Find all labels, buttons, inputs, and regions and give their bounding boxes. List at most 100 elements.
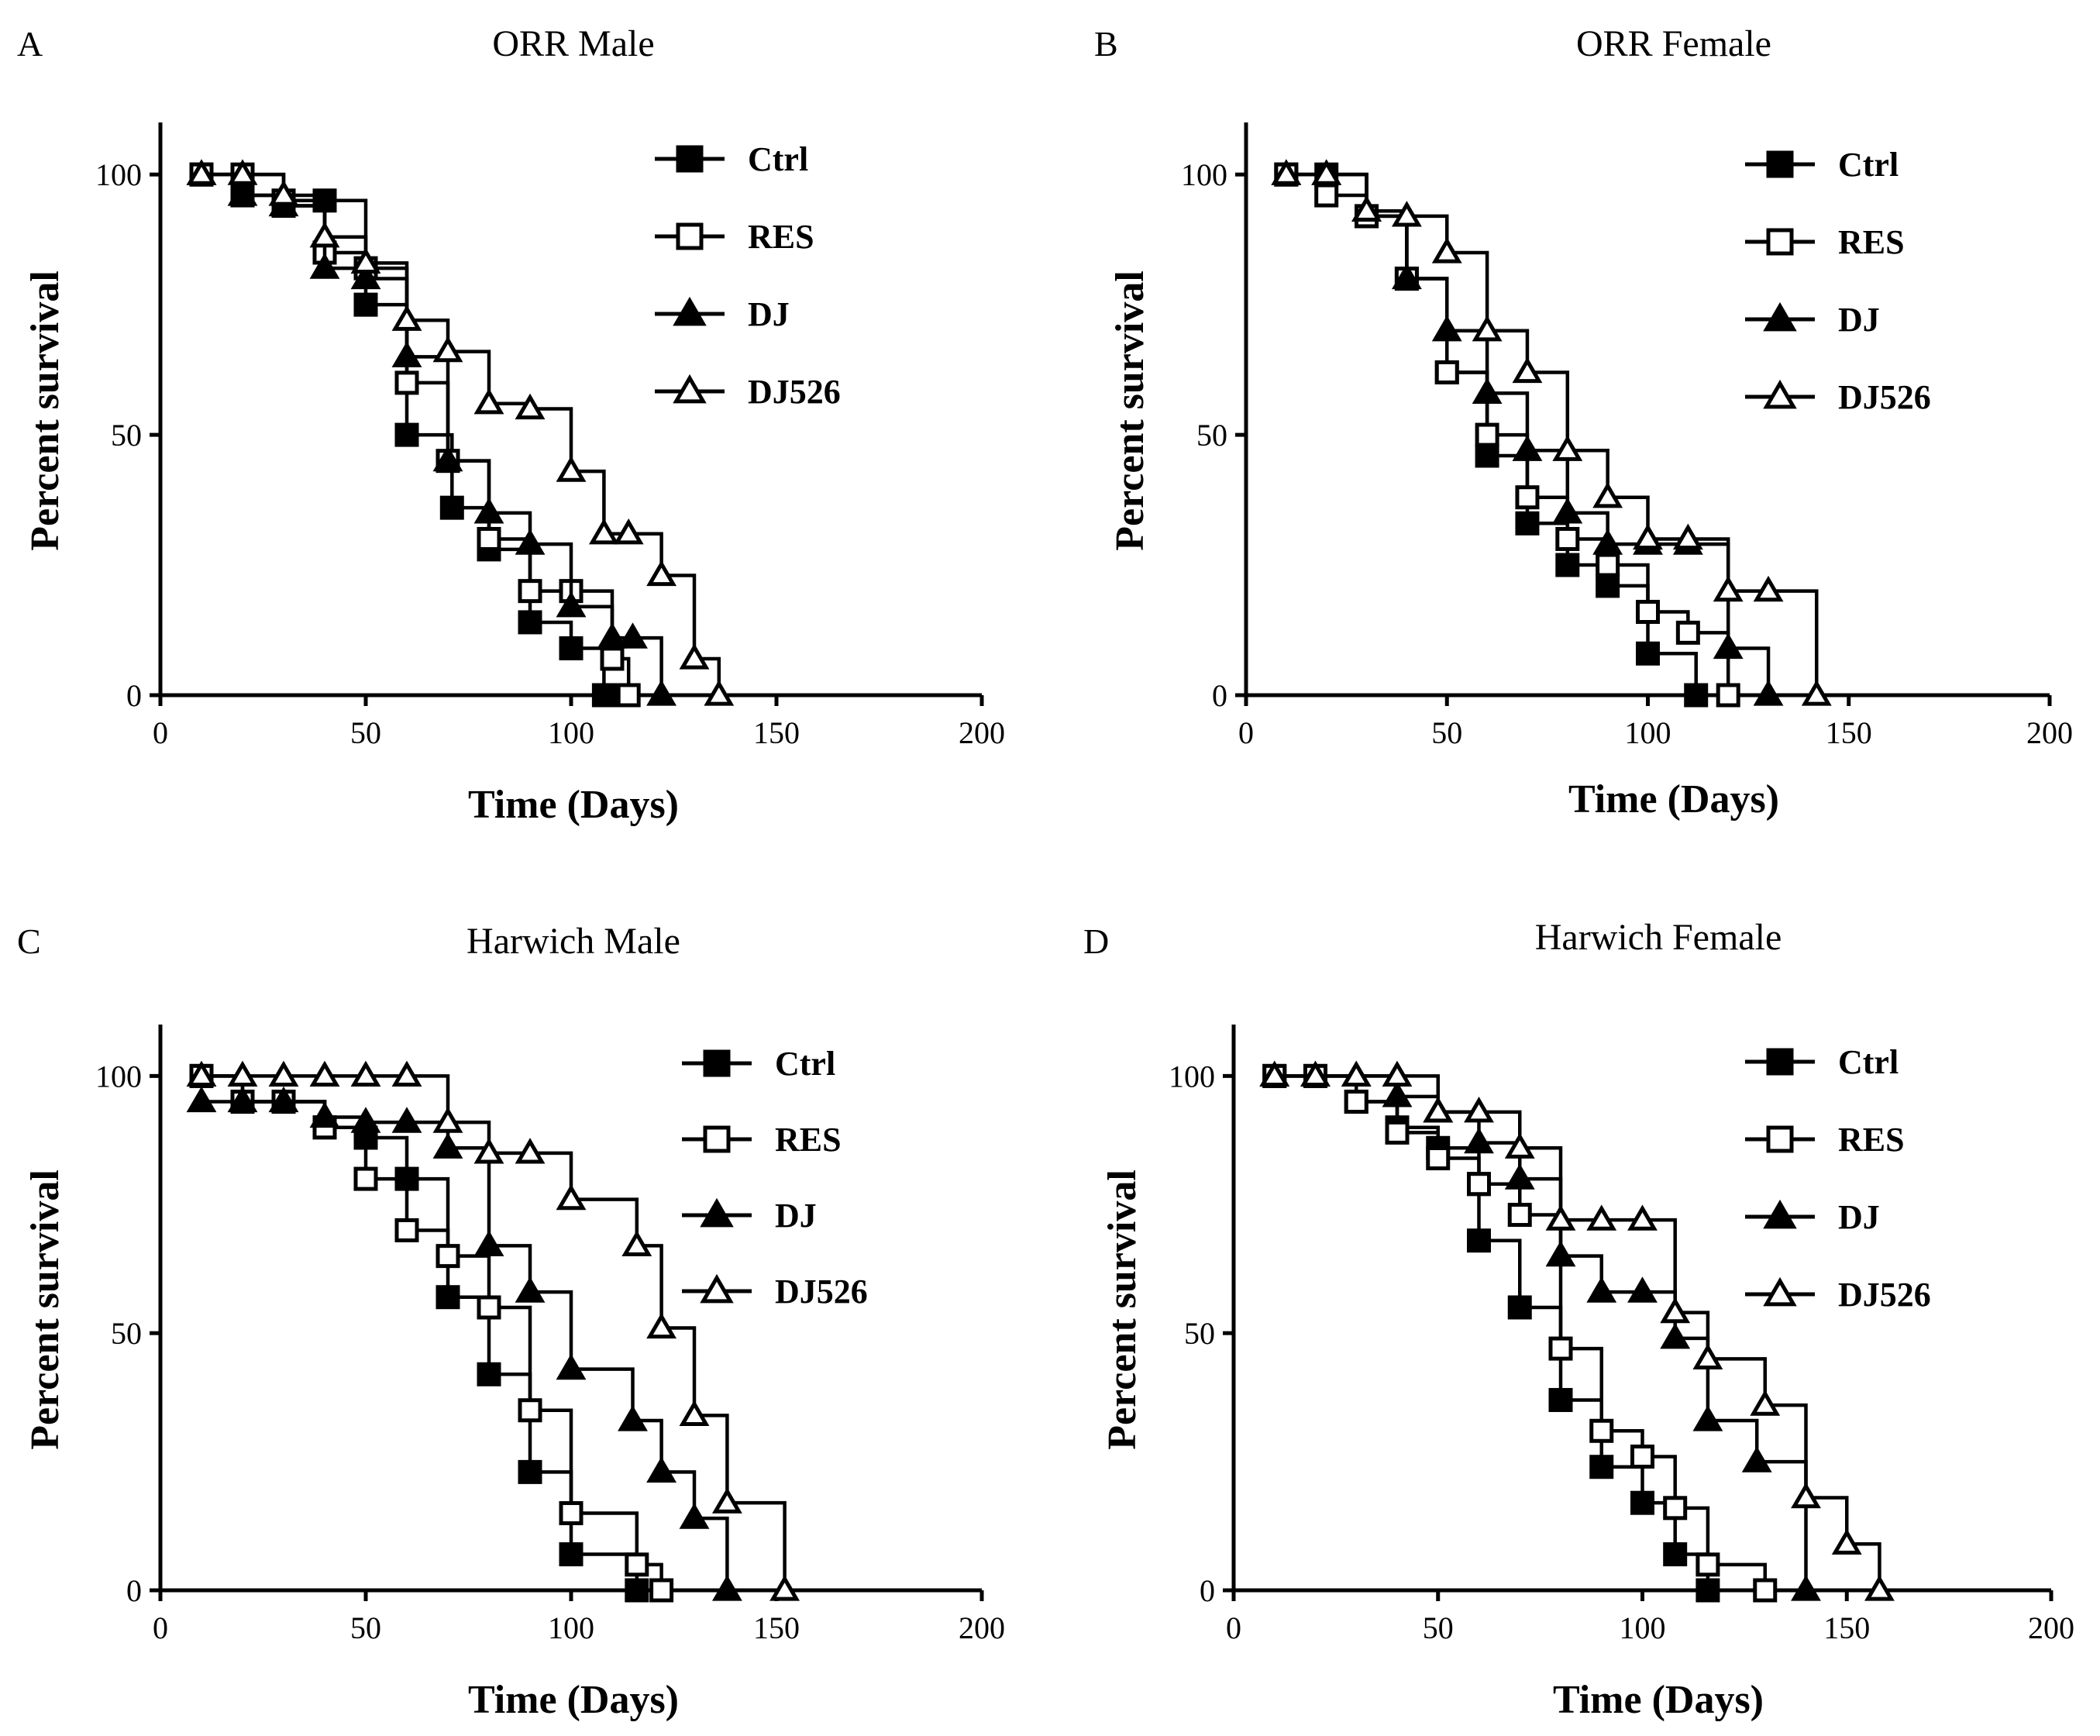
- legend-marker-ctrl: [703, 1049, 731, 1077]
- data-point-dj526: [1831, 1528, 1862, 1555]
- data-point-dj526: [1271, 159, 1302, 185]
- legend-marker-dj: [1763, 1199, 1797, 1229]
- data-point-res: [518, 1398, 542, 1423]
- data-point-dj: [597, 622, 628, 649]
- data-point-res: [518, 579, 542, 604]
- legend-marker-dj526: [673, 374, 707, 404]
- x-tick-label: 100: [1620, 1610, 1666, 1645]
- data-point-dj526: [1382, 1060, 1413, 1087]
- legend-marker-dj: [700, 1197, 734, 1228]
- data-point-res: [1675, 620, 1700, 645]
- panel-letter: B: [1094, 24, 1118, 64]
- legend-marker-ctrl: [1766, 150, 1794, 178]
- data-point-dj: [391, 1107, 422, 1133]
- x-axis-label: Time (Days): [468, 783, 679, 827]
- data-point-dj526: [1750, 1390, 1781, 1416]
- legend-label-dj: DJ: [1838, 1198, 1880, 1236]
- legend-label-ctrl: Ctrl: [1838, 1043, 1899, 1081]
- y-axis-label: Percent survival: [23, 270, 67, 551]
- x-tick-label: 100: [548, 715, 594, 750]
- legend-label-res: RES: [775, 1121, 842, 1159]
- y-tick-label: 100: [1181, 157, 1227, 192]
- data-point-res: [1716, 683, 1740, 708]
- data-point-dj526: [391, 1060, 422, 1087]
- x-tick-label: 0: [1238, 715, 1254, 750]
- data-point-dj526: [186, 159, 217, 185]
- data-point-ctrl: [1467, 1228, 1491, 1253]
- data-point-ctrl: [394, 422, 419, 447]
- y-tick-label: 100: [95, 1059, 142, 1094]
- panel-title: ORR Male: [492, 23, 654, 64]
- data-point-dj526: [1431, 237, 1462, 264]
- data-point-dj: [1627, 1276, 1658, 1303]
- legend-label-dj: DJ: [775, 1197, 817, 1235]
- data-point-res: [394, 370, 419, 395]
- data-point-res: [1589, 1418, 1614, 1443]
- data-point-ctrl: [1663, 1542, 1688, 1567]
- data-point-res: [1663, 1496, 1688, 1521]
- legend-label-res: RES: [1838, 1121, 1905, 1159]
- data-point-dj526: [1552, 435, 1583, 461]
- data-point-res: [394, 1218, 419, 1242]
- data-point-ctrl: [559, 1542, 584, 1567]
- data-point-ctrl: [439, 495, 464, 520]
- data-point-dj526: [1472, 315, 1503, 342]
- panel-letter: D: [1083, 921, 1109, 961]
- data-point-ctrl: [1630, 1490, 1654, 1515]
- data-point-res: [1515, 485, 1540, 510]
- legend-label-dj: DJ: [1838, 301, 1880, 339]
- data-point-dj: [432, 445, 463, 472]
- y-tick-label: 0: [126, 1573, 142, 1608]
- data-point-dj: [1382, 1081, 1413, 1107]
- data-point-res: [477, 1295, 501, 1320]
- data-point-dj526: [1545, 1204, 1576, 1231]
- data-point-res: [435, 1244, 460, 1269]
- legend-label-res: RES: [748, 218, 814, 256]
- legend-marker-dj526: [1763, 1276, 1797, 1307]
- legend-label-dj526: DJ526: [1838, 378, 1931, 416]
- data-point-res: [1475, 422, 1499, 447]
- x-tick-label: 200: [2026, 715, 2073, 750]
- plot-area: 0 50 100 150 200 0 50 100: [1181, 122, 2073, 750]
- data-point-dj: [350, 1107, 381, 1133]
- data-point-res: [1630, 1444, 1654, 1469]
- data-point-dj: [350, 263, 381, 290]
- data-point-ctrl: [625, 1578, 649, 1603]
- data-point-dj526: [646, 1312, 677, 1339]
- x-tick-label: 150: [1826, 715, 1872, 750]
- data-point-res: [625, 1552, 649, 1577]
- data-point-dj: [227, 180, 258, 206]
- x-tick-label: 50: [350, 1610, 381, 1645]
- data-point-dj526: [350, 1060, 381, 1087]
- data-point-dj: [391, 341, 422, 367]
- y-tick-label: 100: [95, 157, 142, 192]
- data-point-dj526: [1586, 1204, 1617, 1231]
- data-point-dj526: [1633, 523, 1663, 550]
- x-axis-label: Time (Days): [1553, 1678, 1764, 1722]
- series-line-dj526: [201, 1074, 787, 1590]
- panel-title: Harwich Male: [466, 921, 680, 962]
- legend: Ctrl RES DJ DJ526: [1745, 1043, 1931, 1314]
- data-point-res: [477, 526, 501, 551]
- data-point-dj: [556, 591, 587, 618]
- data-point-ctrl: [1507, 1295, 1532, 1320]
- y-tick-label: 50: [1184, 1316, 1215, 1351]
- data-point-dj526: [621, 1230, 652, 1256]
- data-point-dj526: [350, 247, 381, 274]
- data-point-dj: [618, 622, 648, 649]
- data-point-dj: [679, 1503, 710, 1529]
- data-point-res: [1555, 526, 1580, 551]
- data-point-dj526: [227, 159, 258, 185]
- legend-marker-res: [1766, 1125, 1794, 1153]
- data-point-dj526: [1259, 1060, 1290, 1087]
- data-point-ctrl: [1695, 1578, 1720, 1603]
- data-point-dj: [1586, 1276, 1617, 1303]
- data-point-ctrl: [1515, 511, 1540, 536]
- legend-label-ctrl: Ctrl: [1838, 146, 1899, 184]
- data-point-dj: [618, 1405, 648, 1431]
- x-tick-label: 50: [350, 715, 381, 750]
- data-point-dj526: [1423, 1097, 1454, 1123]
- data-point-ctrl: [435, 1285, 460, 1310]
- data-point-res: [1507, 1203, 1532, 1228]
